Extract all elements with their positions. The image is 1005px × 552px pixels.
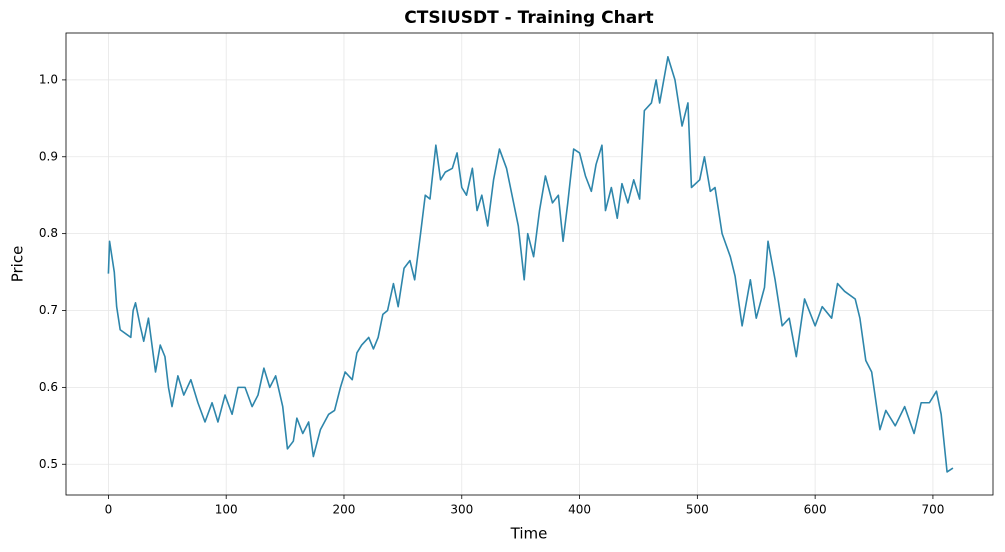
price-line: [107, 56, 954, 473]
x-tick-label: 0: [105, 503, 113, 517]
y-axis-label: Price: [9, 246, 27, 283]
x-tick-label: 400: [568, 503, 591, 517]
x-tick-label: 200: [333, 503, 356, 517]
x-tick-label: 600: [804, 503, 827, 517]
x-axis-label: Time: [510, 525, 548, 543]
y-tick-label: 0.9: [39, 149, 58, 163]
x-tick-label: 500: [686, 503, 709, 517]
x-tick-label: 100: [215, 503, 238, 517]
y-tick-label: 0.8: [39, 226, 58, 240]
x-tick-label: 300: [450, 503, 473, 517]
y-tick-label: 0.5: [39, 457, 58, 471]
plot-frame: [65, 32, 994, 496]
y-tick-label: 0.6: [39, 380, 58, 394]
x-tick-label: 700: [921, 503, 944, 517]
y-tick-label: 0.7: [39, 303, 58, 317]
chart-title: CTSIUSDT - Training Chart: [404, 8, 653, 28]
y-tick-label: 1.0: [39, 72, 58, 86]
